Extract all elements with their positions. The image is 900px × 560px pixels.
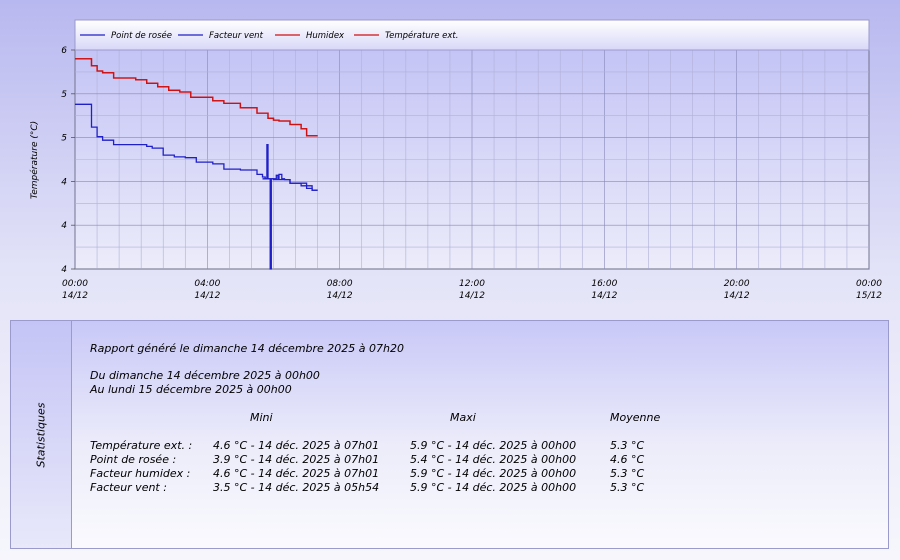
legend-entry: Température ext. — [385, 30, 458, 41]
row-label: Facteur humidex : — [90, 467, 191, 480]
x-tick-date: 14/12 — [591, 291, 617, 301]
row-mini: 4.6 °C - 14 déc. 2025 à 07h01 — [213, 439, 380, 452]
row-label: Facteur vent : — [90, 481, 167, 494]
series-line-0 — [75, 103, 318, 191]
y-tick-label: 4 — [61, 177, 67, 187]
series-layer — [75, 58, 318, 270]
row-maxi: 5.9 °C - 14 déc. 2025 à 00h00 — [410, 481, 577, 494]
y-axis: 6 5 5 4 4 4 — [61, 46, 75, 275]
legend: Point de rosée Facteur vent Humidex Tempéra… — [74, 19, 870, 51]
x-tick-time: 12:00 — [459, 279, 485, 289]
row-moyenne: 5.3 °C — [610, 481, 645, 494]
legend-entry: Point de rosée — [111, 30, 172, 41]
x-tick-time: 08:00 — [327, 279, 353, 289]
row-mini: 3.5 °C - 14 déc. 2025 à 05h54 — [213, 481, 380, 494]
row-mini: 4.6 °C - 14 déc. 2025 à 07h01 — [213, 467, 380, 480]
y-tick-label: 6 — [61, 46, 67, 56]
legend-entry: Facteur vent — [209, 31, 264, 41]
row-maxi: 5.9 °C - 14 déc. 2025 à 00h00 — [410, 467, 577, 480]
x-tick-date: 14/12 — [724, 291, 750, 301]
y-tick-label: 5 — [61, 134, 67, 144]
statistics-title: Statistiques — [34, 402, 48, 468]
x-tick-date: 14/12 — [327, 291, 353, 301]
x-axis: 00:00 14/12 04:00 14/12 08:00 14/12 12:00 14/12… — [62, 279, 882, 301]
report-line: Rapport généré le dimanche 14 décembre 2… — [90, 342, 404, 355]
x-tick-time: 00:00 — [62, 279, 88, 289]
row-moyenne: 5.3 °C — [610, 467, 645, 480]
x-tick-time: 04:00 — [194, 279, 220, 289]
y-axis-label: Température (°C) — [29, 121, 40, 199]
y-tick-label: 4 — [61, 265, 67, 275]
x-tick-time: 00:00 — [856, 279, 882, 289]
x-tick-time: 16:00 — [591, 279, 617, 289]
legend-entry: Humidex — [306, 31, 345, 41]
x-tick-date: 14/12 — [459, 291, 485, 301]
statistics-sidebar: Statistiques — [11, 321, 72, 548]
period-from: Du dimanche 14 décembre 2025 à 00h00 — [90, 369, 320, 382]
series-line-3 — [75, 58, 318, 137]
statistics-panel: Statistiques Rapport généré le dimanche … — [10, 320, 889, 549]
header-maxi: Maxi — [450, 411, 476, 424]
legend-box — [74, 19, 870, 51]
grid — [74, 49, 870, 270]
row-label: Température ext. : — [90, 439, 193, 452]
row-label: Point de rosée : — [90, 453, 177, 466]
row-moyenne: 5.3 °C — [610, 439, 645, 452]
series-line-1 — [262, 143, 318, 270]
x-tick-date: 15/12 — [856, 291, 882, 301]
y-tick-label: 5 — [61, 90, 67, 100]
x-tick-date: 14/12 — [62, 291, 88, 301]
x-tick-time: 20:00 — [724, 279, 750, 289]
period-to: Au lundi 15 décembre 2025 à 00h00 — [90, 383, 292, 396]
y-tick-label: 4 — [61, 221, 67, 231]
row-maxi: 5.4 °C - 14 déc. 2025 à 00h00 — [410, 453, 577, 466]
row-maxi: 5.9 °C - 14 déc. 2025 à 00h00 — [410, 439, 577, 452]
x-tick-date: 14/12 — [194, 291, 220, 301]
row-moyenne: 4.6 °C — [610, 453, 645, 466]
row-mini: 3.9 °C - 14 déc. 2025 à 07h01 — [213, 453, 380, 466]
temperature-chart: Point de rosée Facteur vent Humidex Tempéra… — [29, 19, 882, 301]
header-mini: Mini — [250, 411, 273, 424]
header-moyenne: Moyenne — [610, 411, 661, 424]
